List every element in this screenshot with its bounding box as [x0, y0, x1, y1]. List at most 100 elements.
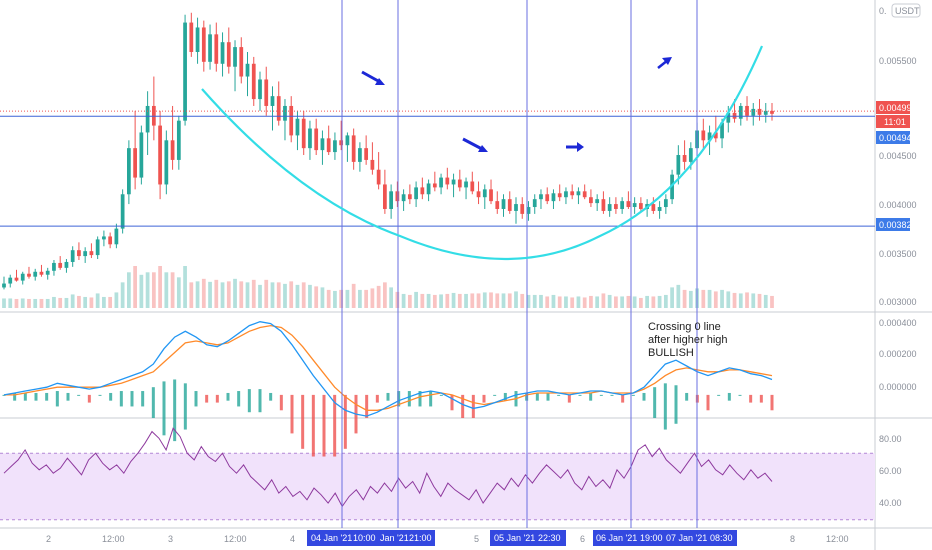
volume-bar — [170, 272, 175, 308]
candle-body — [358, 148, 362, 162]
volume-bar — [102, 296, 106, 308]
candle-body — [8, 277, 13, 284]
volume-bar — [108, 296, 113, 308]
trend-arrow[interactable] — [657, 57, 672, 69]
candle-body — [145, 105, 150, 133]
candle-body — [551, 193, 556, 202]
trend-arrow[interactable] — [361, 70, 385, 85]
candle-body — [289, 105, 294, 136]
time-tag[interactable] — [663, 530, 737, 546]
candle-body — [345, 135, 350, 146]
candle-body — [545, 194, 550, 202]
macd-histogram-bar — [162, 381, 166, 436]
candle-body — [133, 148, 137, 178]
candle-body — [520, 204, 525, 214]
candle-body — [651, 204, 656, 211]
time-tag[interactable] — [490, 530, 566, 546]
volume-bar — [133, 266, 137, 308]
volume-bar — [345, 289, 350, 308]
candle-body — [601, 199, 606, 211]
volume-bar — [432, 294, 437, 308]
candle-body — [189, 22, 194, 52]
volume-bar — [763, 294, 768, 308]
volume-bar — [564, 296, 568, 308]
time-tag[interactable] — [307, 530, 377, 546]
candle-body — [607, 204, 612, 211]
volume-bar — [308, 284, 312, 308]
volume-bar — [151, 272, 156, 308]
macd-histogram-bar — [567, 394, 571, 403]
volume-bar — [626, 295, 631, 308]
candle-body — [395, 191, 400, 202]
cup-curve[interactable] — [201, 45, 764, 260]
volume-bar — [751, 293, 756, 308]
candle-body — [507, 199, 512, 211]
level-label-lower: 0.003825 — [879, 220, 917, 230]
time-tag[interactable] — [377, 530, 435, 546]
volume-bar — [713, 291, 718, 308]
volume-bar — [283, 283, 287, 308]
macd-histogram-bar — [34, 392, 38, 401]
macd-histogram-bar — [493, 394, 497, 396]
volume-bar — [726, 291, 731, 308]
macd-histogram-bar — [397, 391, 401, 407]
macd-histogram-bar — [461, 394, 465, 418]
macd-histogram-bar — [439, 394, 443, 396]
candle-body — [351, 135, 356, 162]
volume-bar — [757, 293, 762, 308]
volume-bar — [95, 293, 100, 308]
trend-arrow[interactable] — [566, 142, 584, 152]
macd-histogram-bar — [301, 394, 305, 449]
candle-body — [557, 193, 562, 198]
volume-bar — [295, 284, 300, 308]
macd-histogram-bar — [429, 391, 433, 407]
volume-bar — [289, 281, 294, 308]
macd-histogram-bar — [674, 385, 678, 424]
volume-bar — [370, 288, 375, 308]
time-tag[interactable] — [593, 530, 663, 546]
macd-histogram-bar — [621, 394, 625, 403]
candle-body — [258, 79, 262, 100]
candle-body — [432, 183, 437, 188]
currency-badge-label: USDT — [895, 6, 920, 16]
candle-body — [233, 47, 237, 67]
countdown-label: 11:01 — [884, 117, 906, 127]
macd-histogram-bar — [173, 379, 177, 442]
candle-body — [314, 128, 319, 151]
candle-body — [183, 22, 187, 121]
volume-bar — [320, 287, 325, 308]
candle-body — [251, 63, 256, 100]
trend-arrow[interactable] — [462, 137, 488, 152]
volume-bar — [595, 296, 600, 308]
candle-body — [451, 179, 456, 185]
volume-bar — [464, 293, 468, 308]
volume-bar — [657, 295, 662, 308]
volume-bar — [358, 289, 362, 308]
candle-body — [401, 194, 406, 202]
volume-bar — [189, 282, 194, 308]
currency-badge[interactable] — [891, 3, 921, 18]
macd-histogram-bar — [322, 394, 326, 457]
macd-signal-line — [4, 324, 773, 411]
volume-bar — [58, 297, 63, 308]
volume-bar — [52, 296, 56, 308]
candle-body — [114, 228, 119, 245]
volume-bar — [620, 296, 625, 308]
macd-histogram-bar — [141, 391, 145, 407]
macd-histogram-bar — [738, 394, 742, 396]
candle-body — [620, 201, 625, 209]
macd-histogram-bar — [685, 392, 689, 401]
time-tag-label: 21:00 — [409, 533, 432, 543]
candle-body — [439, 177, 443, 188]
price-axis-label: 0.003500 — [879, 249, 917, 259]
time-tag-label: 22:30 — [538, 533, 561, 543]
rsi-line — [3, 427, 773, 508]
volume-bar — [645, 295, 649, 308]
macd-pane — [2, 321, 774, 457]
level-label-upper: 0.004945 — [879, 133, 917, 143]
macd-histogram-bar — [589, 392, 593, 401]
time-axis-label: 8 — [790, 534, 795, 544]
volume-bar — [314, 286, 319, 308]
candle-body — [582, 191, 587, 198]
